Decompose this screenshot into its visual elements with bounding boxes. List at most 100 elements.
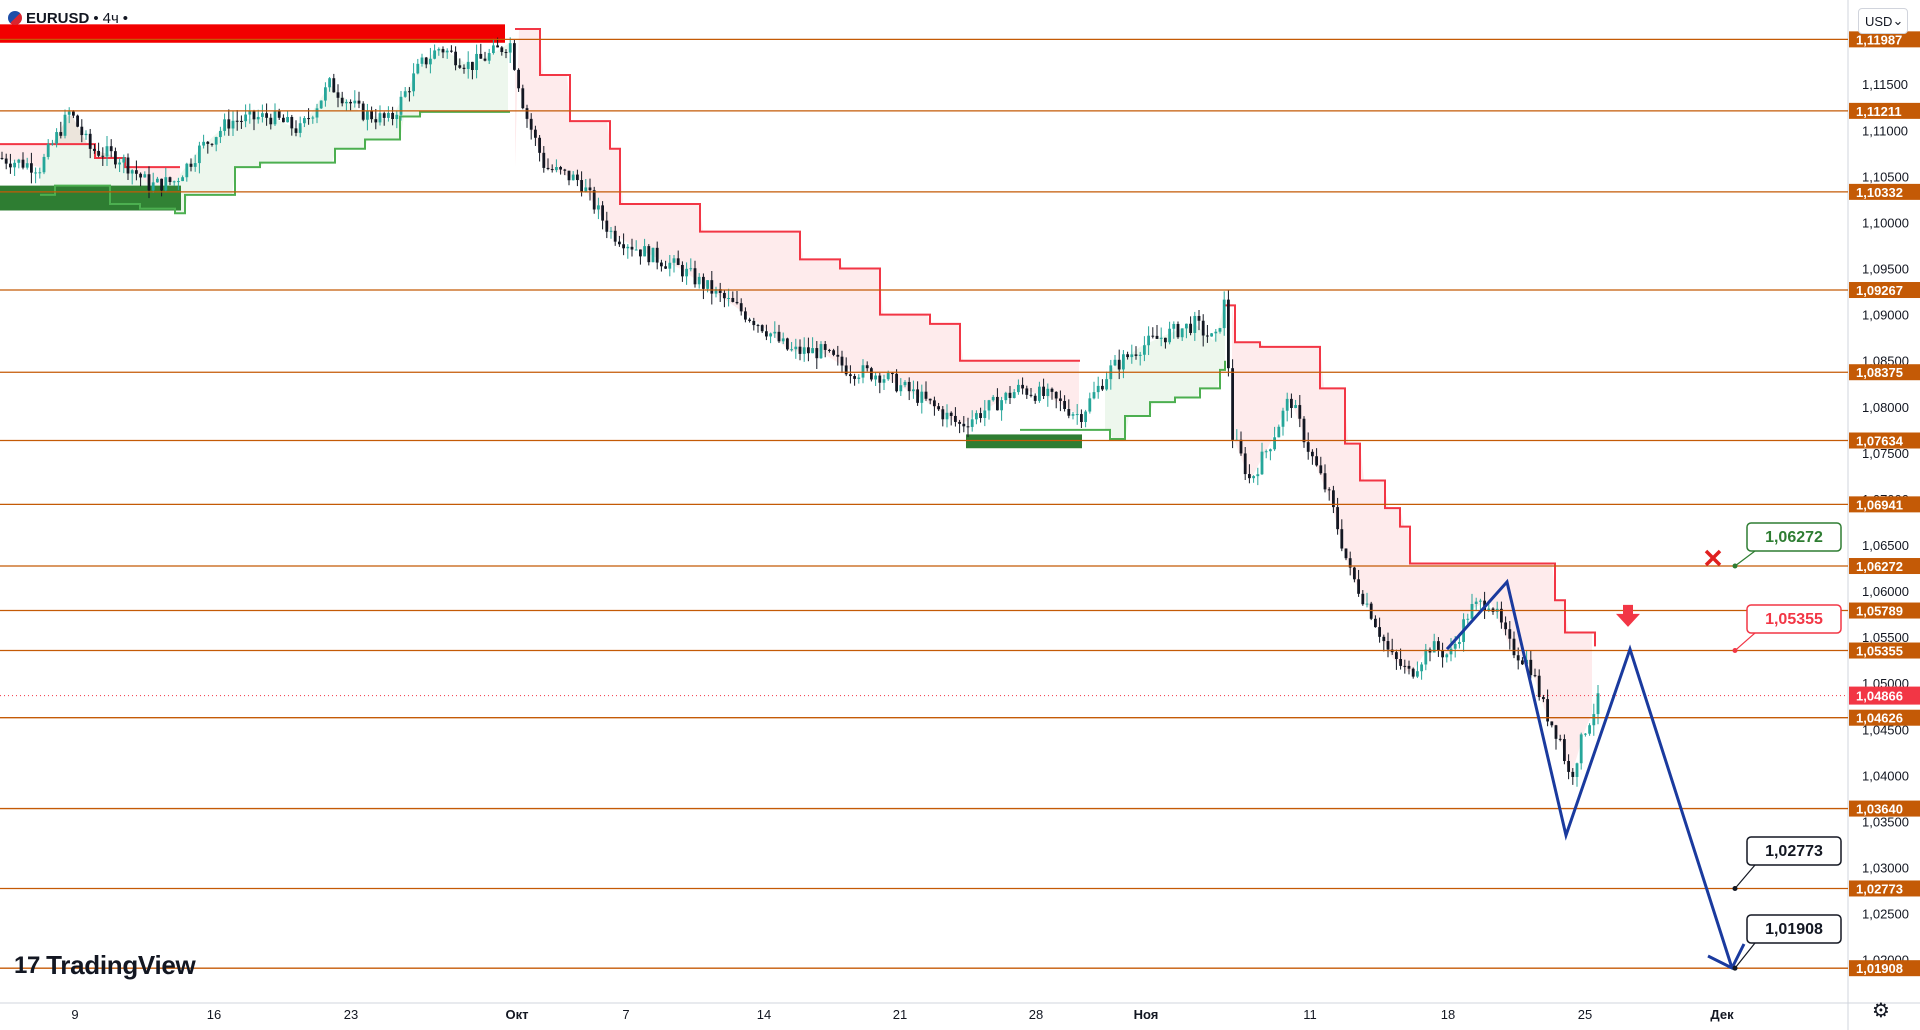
candle-body xyxy=(748,319,751,321)
candle-body xyxy=(1197,315,1201,321)
price-axis-tick: 1,09500 xyxy=(1862,262,1909,277)
candle-body xyxy=(928,398,932,401)
candle-body xyxy=(823,344,827,350)
candle-body xyxy=(828,349,831,351)
candle-body xyxy=(1357,579,1360,594)
candle-body xyxy=(1256,474,1260,477)
symbol-name[interactable]: EURUSD xyxy=(26,9,90,27)
candle-body xyxy=(1458,641,1461,644)
candle-body xyxy=(769,333,772,337)
candle-body xyxy=(1554,725,1558,739)
candle-body xyxy=(1206,335,1209,337)
candle-body xyxy=(353,100,357,104)
candle-body xyxy=(1189,323,1192,333)
candle-body xyxy=(118,162,121,165)
candle-body xyxy=(105,146,109,157)
candle-body xyxy=(294,128,298,133)
candle-body xyxy=(555,167,558,171)
time-axis-tick: 28 xyxy=(1029,1007,1043,1022)
candle-body xyxy=(1176,323,1180,338)
candle-body xyxy=(1470,604,1474,619)
time-axis-tick: 9 xyxy=(71,1007,78,1022)
level-price-label: 1,01908 xyxy=(1856,961,1903,976)
candle-body xyxy=(261,113,264,117)
candle-body xyxy=(1319,465,1323,474)
candle-body xyxy=(370,110,373,120)
candle-body xyxy=(1193,315,1197,333)
candle-body xyxy=(72,111,75,116)
candle-body xyxy=(597,205,600,210)
candle-body xyxy=(1348,558,1352,568)
price-axis-tick: 1,03500 xyxy=(1862,814,1909,829)
price-axis-tick: 1,06000 xyxy=(1862,584,1909,599)
candle-body xyxy=(1378,627,1381,637)
candle-body xyxy=(508,43,512,53)
candle-body xyxy=(135,170,138,174)
candle-body xyxy=(1294,405,1297,408)
candle-body xyxy=(949,412,953,416)
candle-body xyxy=(1512,638,1516,656)
level-price-label: 1,07634 xyxy=(1856,434,1904,449)
candle-body xyxy=(1054,391,1058,399)
candle-body xyxy=(857,377,861,379)
candle-body xyxy=(1168,328,1171,343)
candle-body xyxy=(273,110,277,125)
supertrend-green-line xyxy=(1020,360,1226,441)
candle-body xyxy=(710,280,714,294)
candle-body xyxy=(1084,411,1087,423)
candle-body xyxy=(1579,734,1583,764)
callout-anchor xyxy=(1732,648,1738,654)
candle-body xyxy=(1101,385,1104,390)
candle-body xyxy=(844,365,848,375)
candle-body xyxy=(504,52,508,54)
candle-body xyxy=(643,246,646,257)
candle-body xyxy=(790,349,793,351)
candle-body xyxy=(609,230,613,232)
price-axis-tick: 1,06500 xyxy=(1862,538,1909,553)
candle-body xyxy=(1311,451,1314,457)
interval-label[interactable]: 4ч xyxy=(102,9,119,27)
candle-body xyxy=(760,325,764,332)
candle-body xyxy=(525,108,529,119)
candle-body xyxy=(1453,643,1457,649)
candle-body xyxy=(912,389,915,392)
candle-body xyxy=(571,174,575,181)
candle-body xyxy=(1441,650,1444,658)
symbol-header[interactable]: EURUSD • 4ч • xyxy=(8,6,128,30)
candle-body xyxy=(487,53,491,61)
level-price-label: 1,06941 xyxy=(1856,497,1903,512)
candle-body xyxy=(786,338,789,350)
candle-body xyxy=(1151,335,1155,337)
candle-body xyxy=(836,354,840,357)
candle-body xyxy=(475,53,478,70)
gear-icon[interactable]: ⚙ xyxy=(1872,1000,1890,1022)
bearish-fill xyxy=(515,28,1079,425)
candle-body xyxy=(802,347,806,354)
candle-body xyxy=(303,118,306,124)
candle-body xyxy=(559,167,562,170)
candle-body xyxy=(1411,668,1415,677)
candle-body xyxy=(109,146,113,152)
candle-body xyxy=(391,112,394,120)
candle-body xyxy=(177,181,180,183)
candle-body xyxy=(1025,388,1029,395)
candle-body xyxy=(1508,629,1512,639)
candle-body xyxy=(1105,379,1108,390)
candle-body xyxy=(248,110,252,115)
level-price-label: 1,04626 xyxy=(1856,711,1903,726)
candle-body xyxy=(210,143,214,145)
candle-body xyxy=(1500,608,1503,623)
candle-body xyxy=(193,163,197,167)
candle-body xyxy=(93,148,96,151)
candle-body xyxy=(1382,636,1386,642)
currency-button[interactable]: USD ⌄ xyxy=(1858,8,1908,34)
candle-body xyxy=(231,120,235,129)
time-axis-tick: 11 xyxy=(1303,1007,1317,1022)
candle-body xyxy=(349,101,352,104)
candle-body xyxy=(399,96,403,115)
callout-leader xyxy=(1734,550,1756,567)
callout-leader xyxy=(1734,632,1756,651)
candle-body xyxy=(265,113,268,118)
time-axis-tick: 23 xyxy=(344,1007,358,1022)
